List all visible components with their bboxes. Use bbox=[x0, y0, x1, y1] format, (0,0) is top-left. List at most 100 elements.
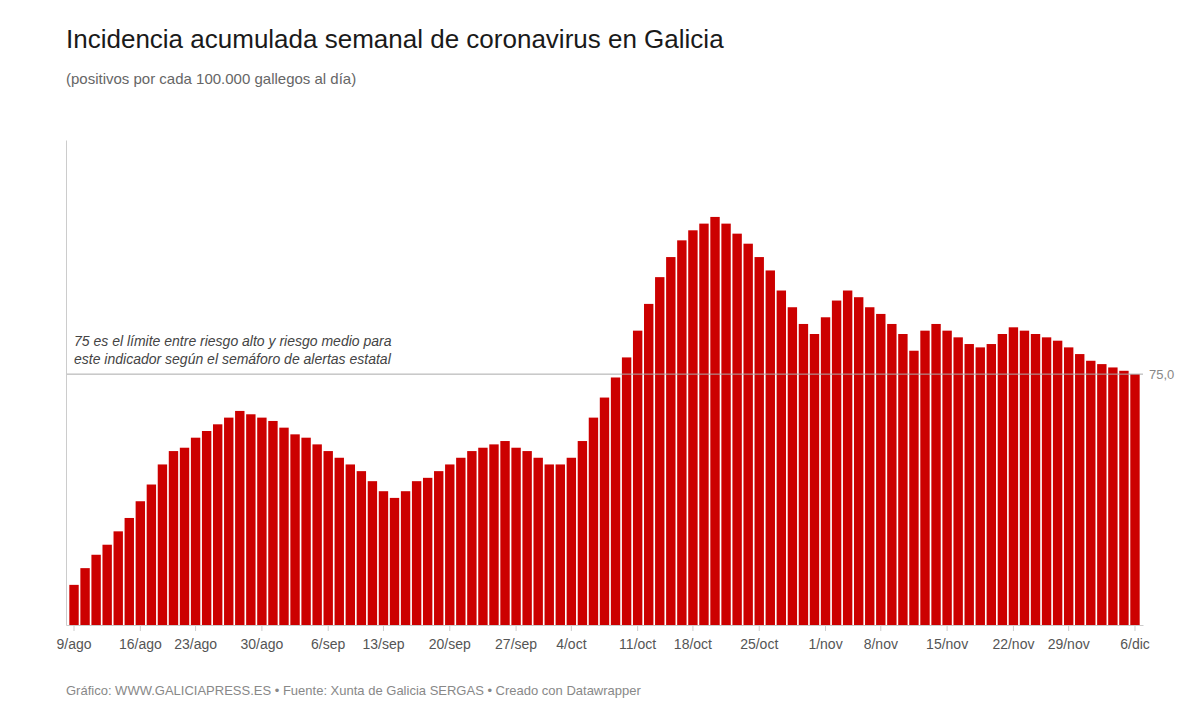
x-tick: 20/sep bbox=[429, 625, 471, 652]
subtitle: (positivos por cada 100.000 gallegos al … bbox=[66, 70, 356, 87]
x-tick: 11/oct bbox=[619, 625, 656, 652]
bar bbox=[666, 257, 675, 625]
bar bbox=[69, 585, 78, 625]
bar bbox=[1042, 337, 1051, 625]
bar bbox=[1064, 347, 1073, 625]
bar bbox=[224, 418, 233, 625]
x-tick-label: 25/oct bbox=[740, 636, 778, 652]
bar bbox=[887, 324, 896, 625]
x-tick-label: 22/nov bbox=[992, 636, 1034, 652]
x-tick-mark bbox=[195, 625, 196, 631]
bar bbox=[357, 471, 366, 625]
x-tick-mark bbox=[1068, 625, 1069, 631]
bar bbox=[832, 301, 841, 625]
bar bbox=[766, 270, 775, 625]
x-tick-label: 30/ago bbox=[240, 636, 283, 652]
x-tick-label: 23/ago bbox=[174, 636, 217, 652]
reference-label: 75,0 bbox=[1149, 367, 1174, 382]
bar bbox=[777, 291, 786, 625]
bar bbox=[567, 458, 576, 625]
bar bbox=[965, 344, 974, 625]
marks bbox=[66, 217, 1143, 625]
bar bbox=[987, 344, 996, 625]
x-tick-mark bbox=[140, 625, 141, 631]
annotation: 75 es el límite entre riesgo alto y ries… bbox=[74, 333, 392, 367]
x-tick-label: 16/ago bbox=[119, 636, 162, 652]
bar bbox=[721, 224, 730, 625]
bar bbox=[368, 481, 377, 625]
bar bbox=[611, 377, 620, 625]
bar bbox=[998, 334, 1007, 625]
bar bbox=[213, 424, 222, 625]
plot-area: 75,0 75 es el límite entre riesgo alto y … bbox=[56, 141, 1174, 653]
bar bbox=[301, 438, 310, 625]
bar bbox=[489, 444, 498, 625]
bar bbox=[246, 414, 255, 625]
x-tick-label: 6/dic bbox=[1120, 636, 1150, 652]
bar bbox=[755, 257, 764, 625]
bar bbox=[854, 297, 863, 625]
bar bbox=[335, 458, 344, 625]
bar bbox=[202, 431, 211, 625]
bar bbox=[445, 464, 454, 625]
x-axis: 9/ago 16/ago 23/ago 30/ago 6/sep 13/sep 20/sep… bbox=[56, 625, 1149, 652]
bar bbox=[1130, 374, 1139, 625]
bar bbox=[622, 357, 631, 625]
x-tick-label: 18/oct bbox=[674, 636, 712, 652]
x-tick-label: 15/nov bbox=[926, 636, 968, 652]
x-tick-label: 6/sep bbox=[311, 636, 345, 652]
bar bbox=[953, 337, 962, 625]
x-tick: 29/nov bbox=[1048, 625, 1090, 652]
x-tick: 9/ago bbox=[56, 625, 91, 652]
reference-line bbox=[66, 374, 1143, 375]
bar bbox=[268, 421, 277, 625]
bar bbox=[843, 291, 852, 625]
x-tick-label: 29/nov bbox=[1048, 636, 1090, 652]
x-tick-label: 27/sep bbox=[495, 636, 537, 652]
bar bbox=[677, 240, 686, 625]
bar bbox=[379, 491, 388, 625]
x-tick-label: 8/nov bbox=[864, 636, 898, 652]
bar bbox=[688, 230, 697, 625]
bar bbox=[180, 448, 189, 625]
bar bbox=[401, 491, 410, 625]
bar bbox=[589, 418, 598, 625]
bar bbox=[732, 234, 741, 625]
chart: Incidencia acumulada semanal de coronavi… bbox=[0, 0, 1199, 709]
x-tick: 15/nov bbox=[926, 625, 968, 652]
bar bbox=[158, 464, 167, 625]
bar bbox=[257, 418, 266, 625]
bar bbox=[467, 451, 476, 625]
x-tick-mark bbox=[383, 625, 384, 631]
bar bbox=[545, 464, 554, 625]
x-tick: 6/dic bbox=[1120, 625, 1150, 652]
y-axis bbox=[66, 141, 67, 626]
x-tick: 30/ago bbox=[240, 625, 283, 652]
bar bbox=[920, 331, 929, 625]
bar bbox=[1086, 361, 1095, 625]
x-tick-label: 13/sep bbox=[362, 636, 404, 652]
bar bbox=[500, 441, 509, 625]
bar bbox=[810, 334, 819, 625]
x-tick-label: 9/ago bbox=[56, 636, 91, 652]
x-tick-mark bbox=[516, 625, 517, 631]
bar bbox=[423, 478, 432, 625]
annotation-line: este indicador según el semáforo de aler… bbox=[74, 351, 392, 367]
bar bbox=[456, 458, 465, 625]
x-tick: 6/sep bbox=[311, 625, 345, 652]
bar bbox=[578, 441, 587, 625]
bar bbox=[1119, 371, 1128, 625]
x-tick-label: 11/oct bbox=[619, 636, 656, 652]
bar bbox=[699, 224, 708, 625]
x-tick: 13/sep bbox=[362, 625, 404, 652]
x-tick: 25/oct bbox=[740, 625, 778, 652]
bar bbox=[511, 448, 520, 625]
x-tick-mark bbox=[328, 625, 329, 631]
bar bbox=[865, 307, 874, 625]
bar bbox=[91, 555, 100, 625]
bar bbox=[136, 501, 145, 625]
bar bbox=[710, 217, 719, 625]
bar bbox=[600, 398, 609, 625]
bar bbox=[909, 351, 918, 625]
bar bbox=[1009, 327, 1018, 625]
